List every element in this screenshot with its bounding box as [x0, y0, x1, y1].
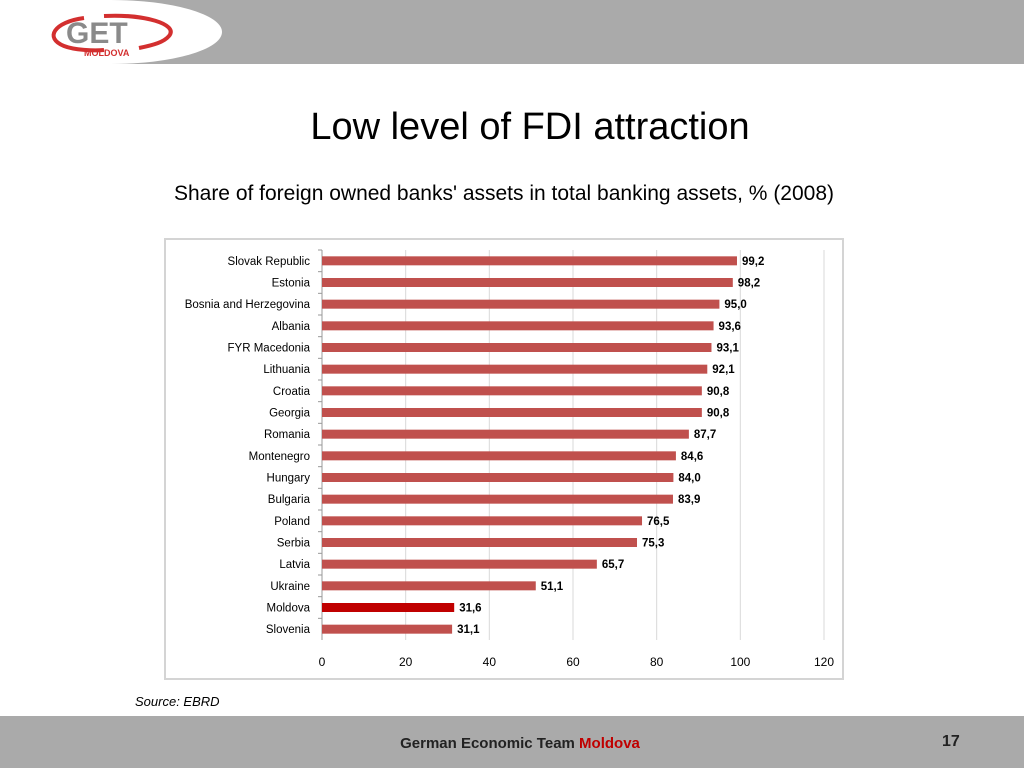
data-label: 84,6 — [681, 451, 703, 463]
bar-chart: 0 20 40 60 80 100 120 Slovak Republic 99,2 Estoni… — [185, 249, 834, 669]
footer-org: German Economic Team — [400, 735, 575, 752]
slide-title: Low level of FDI attraction — [310, 106, 750, 148]
bar — [322, 624, 453, 634]
page-number: 17 — [942, 733, 960, 750]
bar — [322, 473, 674, 482]
bar — [322, 364, 708, 374]
x-tick-label: 100 — [730, 655, 750, 669]
data-label: 51,1 — [541, 581, 564, 593]
bar — [322, 429, 689, 439]
data-label: 98,2 — [738, 278, 760, 290]
source-note: Source: EBRD — [135, 694, 220, 709]
data-label: 93,6 — [719, 321, 741, 333]
x-tick-label: 0 — [319, 655, 326, 669]
category-label: Slovenia — [266, 624, 311, 636]
category-label: Moldova — [267, 603, 311, 615]
data-label: 65,7 — [602, 559, 624, 571]
data-label: 95,0 — [724, 299, 746, 311]
data-label: 92,1 — [712, 364, 735, 376]
data-label: 90,8 — [707, 386, 730, 398]
category-label: Bosnia and Herzegovina — [185, 299, 311, 311]
data-label: 31,1 — [457, 624, 480, 636]
data-label: 83,9 — [678, 494, 700, 506]
category-label: Hungary — [267, 473, 311, 485]
category-label: Montenegro — [249, 451, 310, 463]
data-label: 99,2 — [742, 256, 764, 268]
category-label: Albania — [272, 321, 311, 333]
bar — [322, 603, 455, 612]
x-tick-label: 80 — [650, 655, 664, 669]
bar — [322, 559, 597, 569]
bar — [322, 386, 702, 396]
footer-highlight: Moldova — [579, 735, 640, 752]
bar — [322, 451, 676, 461]
category-label: FYR Macedonia — [228, 343, 311, 355]
bar — [322, 516, 643, 526]
bar — [322, 581, 536, 591]
x-tick-label: 60 — [566, 655, 580, 669]
bar — [322, 278, 733, 287]
bar — [322, 494, 673, 504]
bar — [322, 321, 714, 331]
category-label: Ukraine — [270, 581, 310, 593]
bar — [322, 299, 720, 309]
x-tick-label: 120 — [814, 655, 834, 669]
bar — [322, 343, 712, 352]
logo-backdrop — [0, 0, 222, 64]
category-label: Georgia — [269, 408, 311, 420]
bar — [322, 538, 638, 547]
chart-frame: 0 20 40 60 80 100 120 Slovak Republic 99,2 Estoni… — [164, 238, 844, 680]
x-tick-label: 40 — [483, 655, 497, 669]
data-label: 75,3 — [642, 538, 664, 550]
data-label: 84,0 — [678, 473, 700, 485]
svg-text:MOLDOVA: MOLDOVA — [84, 48, 130, 58]
category-label: Romania — [264, 429, 311, 441]
category-label: Croatia — [273, 386, 311, 398]
chart-subtitle: Share of foreign owned banks' assets in … — [173, 182, 835, 205]
category-label: Bulgaria — [268, 494, 311, 506]
category-label: Latvia — [279, 559, 310, 571]
data-label: 87,7 — [694, 429, 716, 441]
category-label: Serbia — [277, 538, 311, 550]
get-moldova-logo: GET MOLDOVA — [51, 13, 173, 58]
data-label: 31,6 — [459, 603, 481, 615]
bar — [322, 408, 702, 417]
footer-band — [0, 716, 1024, 768]
svg-text:GET: GET — [66, 17, 128, 50]
category-label: Poland — [274, 516, 310, 528]
x-tick-label: 20 — [399, 655, 413, 669]
category-label: Estonia — [272, 278, 311, 290]
category-label: Slovak Republic — [228, 256, 311, 268]
bar — [322, 256, 737, 266]
data-label: 90,8 — [707, 408, 730, 420]
data-label: 93,1 — [716, 343, 739, 355]
category-label: Lithuania — [263, 364, 310, 376]
data-label: 76,5 — [647, 516, 670, 528]
footer-text: German Economic Team Moldova — [16, 735, 1024, 752]
